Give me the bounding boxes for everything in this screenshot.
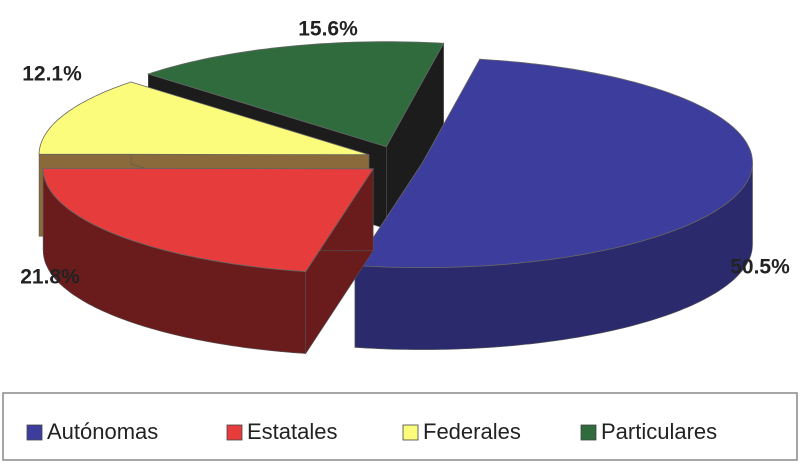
data-label: 50.5% xyxy=(730,256,790,279)
slice xyxy=(42,167,374,273)
legend-label: Autónomas xyxy=(47,419,158,444)
data-label: 15.6% xyxy=(298,18,358,41)
legend-swatch xyxy=(226,424,243,441)
legend-label: Estatales xyxy=(247,419,338,444)
slice xyxy=(38,81,370,156)
slice xyxy=(146,41,445,148)
slice xyxy=(354,58,753,268)
legend-swatch xyxy=(26,424,43,441)
legend-swatch xyxy=(580,424,597,441)
data-label: 21.8% xyxy=(20,266,80,289)
legend-label: Particulares xyxy=(601,419,717,444)
legend-swatch xyxy=(402,424,419,441)
legend-box xyxy=(2,392,798,461)
legend-label: Federales xyxy=(423,419,521,444)
data-label: 12.1% xyxy=(22,63,82,86)
